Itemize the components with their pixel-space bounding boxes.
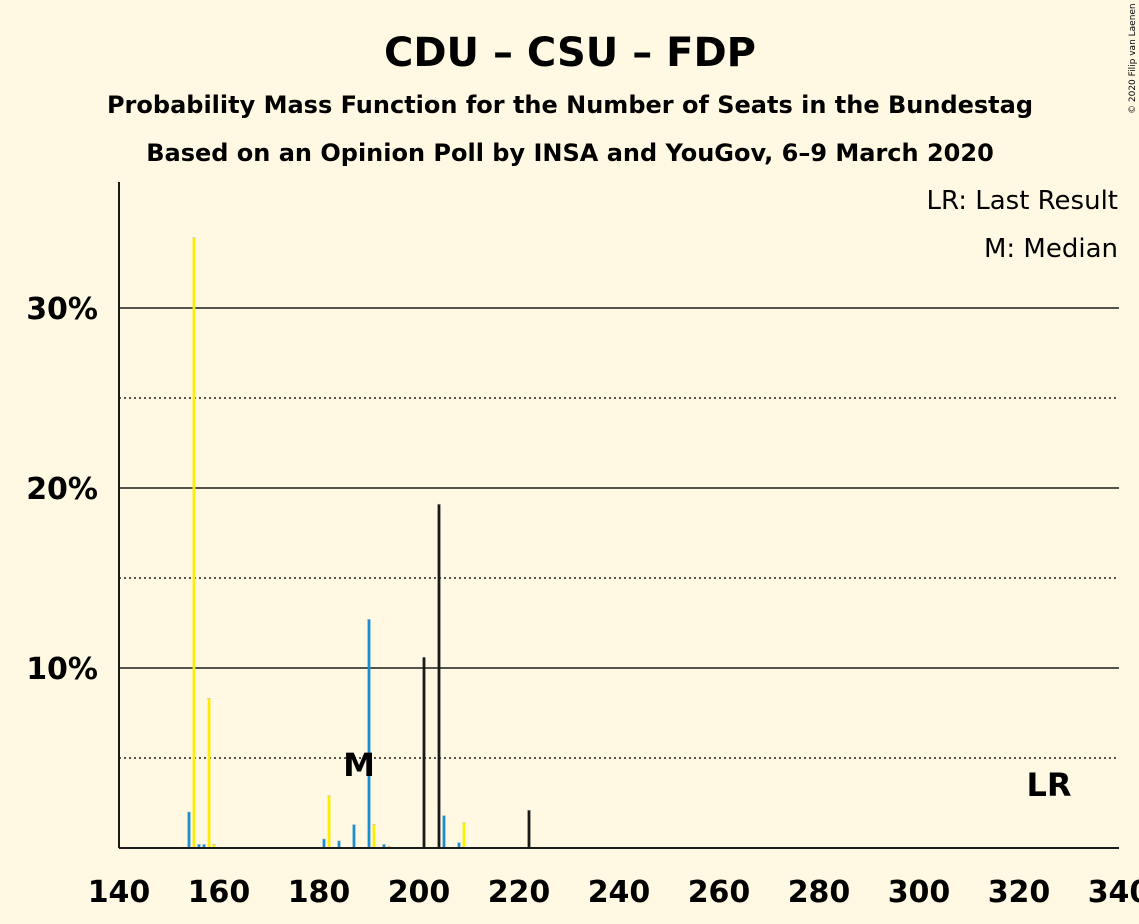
x-tick-320: 320 [988,875,1051,910]
bar-s2-3 [327,795,331,848]
y-tick-10: 10% [26,652,98,687]
x-tick-300: 300 [888,875,951,910]
bar-s1-4 [337,840,341,848]
bar-s1-2 [202,844,206,848]
x-tick-160: 160 [188,875,251,910]
bar-s3-0 [422,657,426,848]
bar-s2-1 [207,698,211,848]
bar-s1-7 [382,844,386,848]
bars [187,237,531,849]
chart-subtitle: Probability Mass Function for the Number… [107,91,1033,119]
x-tick-220: 220 [488,875,551,910]
bar-s1-0 [187,812,191,848]
median-marker: M [343,746,375,784]
bar-s2-2 [212,844,216,848]
axes [118,182,1119,849]
bar-s3-2 [527,810,531,848]
x-tick-340: 340 [1088,875,1139,910]
bar-s1-8 [442,815,446,848]
bar-s1-9 [457,842,461,848]
y-tick-30: 30% [26,292,98,327]
y-tick-20: 20% [26,472,98,507]
last-result-marker: LR [1026,766,1071,804]
bar-s1-3 [322,839,326,848]
x-tick-240: 240 [588,875,651,910]
x-tick-280: 280 [788,875,851,910]
bar-s1-5 [352,824,356,848]
x-tick-200: 200 [388,875,451,910]
x-tick-140: 140 [88,875,151,910]
bar-s3-1 [437,504,441,848]
bar-s2-6 [462,822,466,848]
copyright-notice: © 2020 Filip van Laenen [1128,3,1138,114]
bar-s1-6 [367,619,371,848]
x-tick-180: 180 [288,875,351,910]
bar-s1-1 [197,844,201,848]
chart-title: CDU – CSU – FDP [384,30,756,76]
tick-labels: 140 160 180 200 220 240 260 280 300 320 340 10% 20% 3… [26,292,1139,910]
chart-subtitle-2: Based on an Opinion Poll by INSA and You… [146,139,994,167]
x-tick-260: 260 [688,875,751,910]
bar-s2-4 [372,824,376,848]
bar-s2-0 [192,237,196,849]
legend-median: M: Median [984,234,1118,264]
grid-lines [119,307,1119,759]
legend-last-result: LR: Last Result [926,186,1118,216]
